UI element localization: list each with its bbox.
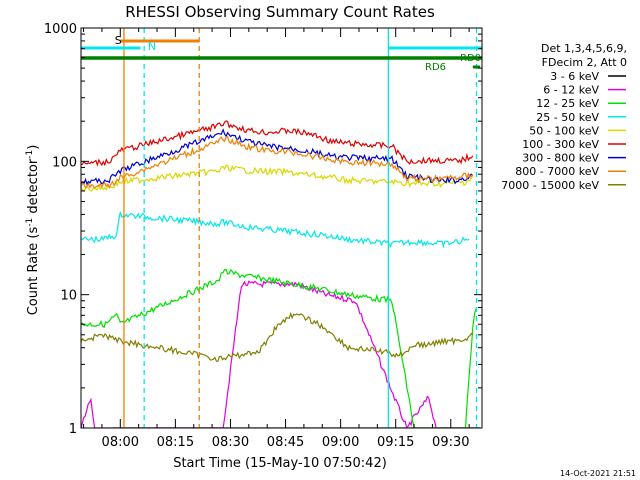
series-300-800-keV-line (81, 128, 474, 186)
y-tick-label: 1000 (44, 22, 77, 37)
legend-label: 800 - 7000 keV (515, 165, 599, 178)
plot-area (81, 28, 482, 428)
legend-label: 50 - 100 keV (529, 124, 599, 137)
x-axis-label: Start Time (15-May-10 07:50:42) (173, 456, 387, 471)
series-6-12-keV-line (81, 280, 481, 428)
series-50-100-keV-line (81, 164, 473, 193)
y-label-part-2: detector (26, 158, 41, 218)
chart-title: RHESSI Observing Summary Count Rates (125, 3, 435, 21)
x-tick-label: 09:15 (377, 435, 414, 450)
y-tick-label: 100 (52, 155, 77, 170)
series-7000-15000-keV-line (81, 311, 474, 362)
x-tick-label: 08:15 (157, 435, 194, 450)
legend-header-2: FDecim 2, Att 0 (542, 56, 627, 69)
y-label-part-3: ) (26, 145, 41, 150)
legend-label: 300 - 800 keV (522, 152, 599, 165)
saa-label: S (115, 34, 122, 47)
series-800-7000-keV-line (81, 135, 474, 190)
series-12-25-keV-line (81, 268, 478, 428)
y-label-sup-1: -1 (25, 218, 35, 227)
rd6-label: RD6 (425, 62, 446, 73)
x-tick-label: 08:45 (267, 435, 304, 450)
legend-label: 25 - 50 keV (536, 111, 599, 124)
plot-frame (80, 27, 483, 429)
axes: S N RD0 RD6 1 10 100 1000 08:00 08:15 08:30 08:45 09… (44, 22, 483, 450)
y-label-part-1: Count Rate (s (26, 227, 41, 316)
svg-text:Count Rate (s-1 detector-1): Count Rate (s-1 detector-1) (25, 145, 41, 316)
legend-label: 6 - 12 keV (543, 84, 599, 97)
legend-label: 3 - 6 keV (550, 70, 599, 83)
night-label: N (148, 40, 156, 53)
x-tick-label: 08:30 (212, 435, 249, 450)
x-tick-label: 08:00 (102, 435, 139, 450)
timestamp: 14-Oct-2021 21:51 (560, 469, 636, 478)
y-tick-label: 10 (60, 289, 77, 304)
legend-label: 12 - 25 keV (536, 97, 599, 110)
legend-header-1: Det 1,3,4,5,6,9, (541, 42, 627, 55)
y-label-sup-2: -1 (25, 150, 35, 159)
legend-label: 7000 - 15000 keV (501, 179, 599, 192)
series-100-300-keV-line (81, 120, 474, 167)
y-tick-label: 1 (69, 422, 77, 437)
x-tick-label: 09:30 (432, 435, 469, 450)
legend: Det 1,3,4,5,6,9, FDecim 2, Att 0 3 - 6 k… (501, 42, 627, 192)
rd0-label: RD0 (460, 53, 481, 64)
y-axis-label: Count Rate (s-1 detector-1) (25, 145, 41, 316)
x-tick-label: 09:00 (322, 435, 359, 450)
legend-label: 100 - 300 keV (522, 138, 599, 151)
series-25-50-keV-line (81, 211, 470, 249)
